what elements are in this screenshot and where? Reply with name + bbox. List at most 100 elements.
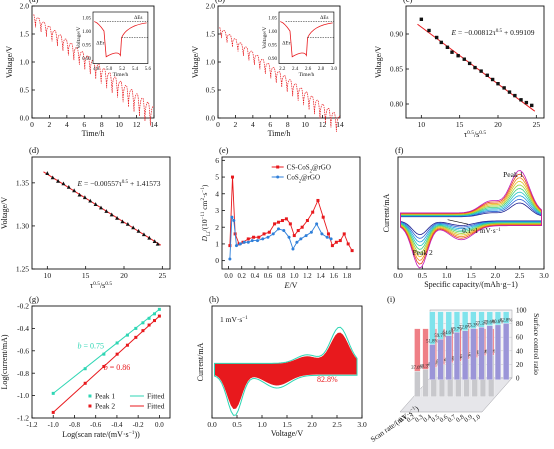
inset-x-tick-label: 2.4 bbox=[292, 67, 299, 72]
bar-value-label: 72.0% bbox=[459, 326, 471, 331]
data-point bbox=[329, 237, 333, 241]
text-part: CoS bbox=[287, 174, 299, 182]
text-part: Li bbox=[206, 231, 212, 236]
y-tick-label: 0 bbox=[516, 375, 520, 383]
y-axis-label: Voltage/V bbox=[374, 46, 383, 79]
panel-label: (i) bbox=[387, 294, 395, 304]
data-point bbox=[242, 240, 246, 244]
bar-lower bbox=[486, 325, 493, 380]
y-axis-tick-label: 1 bbox=[215, 240, 219, 249]
text-part: = 0.86 bbox=[108, 363, 131, 372]
data-point bbox=[109, 212, 114, 217]
y-axis-tick-label: 0.0 bbox=[206, 114, 216, 123]
capacitive-area bbox=[214, 332, 358, 409]
x-axis-tick-label: 2.0 bbox=[491, 271, 501, 280]
data-point bbox=[134, 326, 138, 330]
plot-frame bbox=[31, 156, 171, 270]
text-part: /s bbox=[100, 281, 105, 290]
text-part: /V bbox=[289, 281, 297, 290]
bar-value-label: 64.6% bbox=[443, 331, 455, 336]
data-point bbox=[51, 391, 55, 395]
scan-rate-label: 1 mV·s−1 bbox=[220, 315, 248, 324]
category-label: 0.5 bbox=[430, 414, 441, 424]
text-part: Scan rate/(mV·s bbox=[369, 408, 414, 443]
text-part: 0.5 bbox=[496, 28, 503, 34]
data-point bbox=[152, 239, 157, 244]
x-axis-tick-label: -1.0 bbox=[48, 421, 60, 429]
text-part: ) bbox=[200, 184, 209, 187]
category-label: 0.3 bbox=[414, 414, 425, 424]
data-point bbox=[300, 225, 304, 229]
panel-label: (d) bbox=[29, 145, 39, 155]
data-point bbox=[155, 241, 160, 246]
bar-upper bbox=[429, 311, 436, 345]
bar-lower bbox=[414, 370, 421, 397]
data-point bbox=[530, 103, 534, 108]
category-label: 1.0 bbox=[471, 414, 482, 424]
x-axis-tick-label: 1.0 bbox=[290, 273, 299, 280]
text-part: b bbox=[104, 363, 108, 372]
text-part: )) bbox=[134, 430, 140, 439]
bar-value-label: 37.6% bbox=[411, 366, 423, 371]
y-tick-label: 60 bbox=[516, 334, 524, 342]
text-part: /s bbox=[474, 130, 479, 139]
bar-value-label: 51.8% bbox=[426, 339, 438, 344]
text-part: 2 bbox=[200, 198, 206, 201]
data-point bbox=[115, 215, 120, 220]
x-axis-tick-label: 1.5 bbox=[466, 271, 476, 280]
text-part: Log(scan rate/(mV·s bbox=[62, 430, 128, 439]
data-point bbox=[311, 210, 315, 214]
inset-x-tick-label: 2.2 bbox=[279, 67, 286, 72]
data-point bbox=[338, 239, 342, 243]
x-axis-tick-label: 0.0 bbox=[224, 273, 233, 280]
data-point bbox=[456, 54, 460, 58]
x-axis-label: Scan rate/(mV·s−1) bbox=[369, 404, 421, 444]
bar-upper bbox=[462, 311, 469, 331]
data-point bbox=[467, 61, 472, 66]
bar-value-label: 75.3% bbox=[467, 323, 479, 328]
data-point bbox=[299, 237, 303, 241]
y-axis-tick-label: 2.0 bbox=[206, 2, 216, 11]
data-point bbox=[246, 237, 250, 241]
data-point bbox=[490, 77, 495, 82]
legend-label: Fitted bbox=[147, 392, 165, 401]
y-axis-tick-label: 1.5 bbox=[206, 30, 216, 39]
x-axis-tick-label: 0.5 bbox=[418, 271, 428, 280]
text-part: ·s bbox=[200, 192, 209, 197]
data-point bbox=[83, 367, 87, 371]
bar-lower bbox=[478, 326, 485, 380]
data-point bbox=[473, 65, 477, 70]
text-part: 2 bbox=[299, 179, 302, 184]
inset-x-tick-label: 5.6 bbox=[145, 67, 152, 72]
data-point bbox=[262, 232, 266, 236]
text-part: 0.5 bbox=[93, 281, 100, 287]
scan-rate-label: 0.1~1 mV·s−1 bbox=[462, 227, 501, 235]
legend-marker bbox=[88, 394, 92, 398]
peak-2-label: Peak 2 bbox=[413, 248, 433, 257]
data-point bbox=[273, 222, 277, 226]
data-point bbox=[287, 235, 291, 239]
cv-curve bbox=[400, 184, 542, 254]
data-point bbox=[325, 235, 329, 239]
text-part: = −0.00557 bbox=[82, 179, 119, 188]
legend-label: Peak 1 bbox=[95, 392, 115, 401]
data-point bbox=[136, 228, 141, 233]
x-axis-tick-label: 0.0 bbox=[393, 271, 403, 280]
x-axis-tick-label: 0.8 bbox=[277, 273, 286, 280]
data-point bbox=[115, 352, 119, 356]
y-axis-tick-label: -0.4 bbox=[17, 324, 29, 333]
legend-marker bbox=[276, 175, 280, 179]
bar-value-label: 59.7% bbox=[434, 334, 446, 339]
x-axis-tick-label: 0.0 bbox=[155, 421, 164, 429]
y-axis-tick-label: 0.0 bbox=[20, 114, 30, 123]
x-axis-tick-label: 12 bbox=[133, 120, 141, 129]
inset-y-tick-label: 0.90 bbox=[268, 57, 277, 62]
data-point bbox=[321, 215, 325, 219]
text-part: −1 bbox=[496, 228, 502, 233]
bar-lower bbox=[453, 332, 460, 380]
legend-label: Fitted bbox=[147, 402, 165, 411]
y-axis-tick-label: 2.0 bbox=[20, 2, 30, 11]
legend-label: CS-CoS2@rGO bbox=[287, 164, 331, 175]
data-point bbox=[479, 69, 483, 73]
data-point bbox=[93, 202, 98, 206]
